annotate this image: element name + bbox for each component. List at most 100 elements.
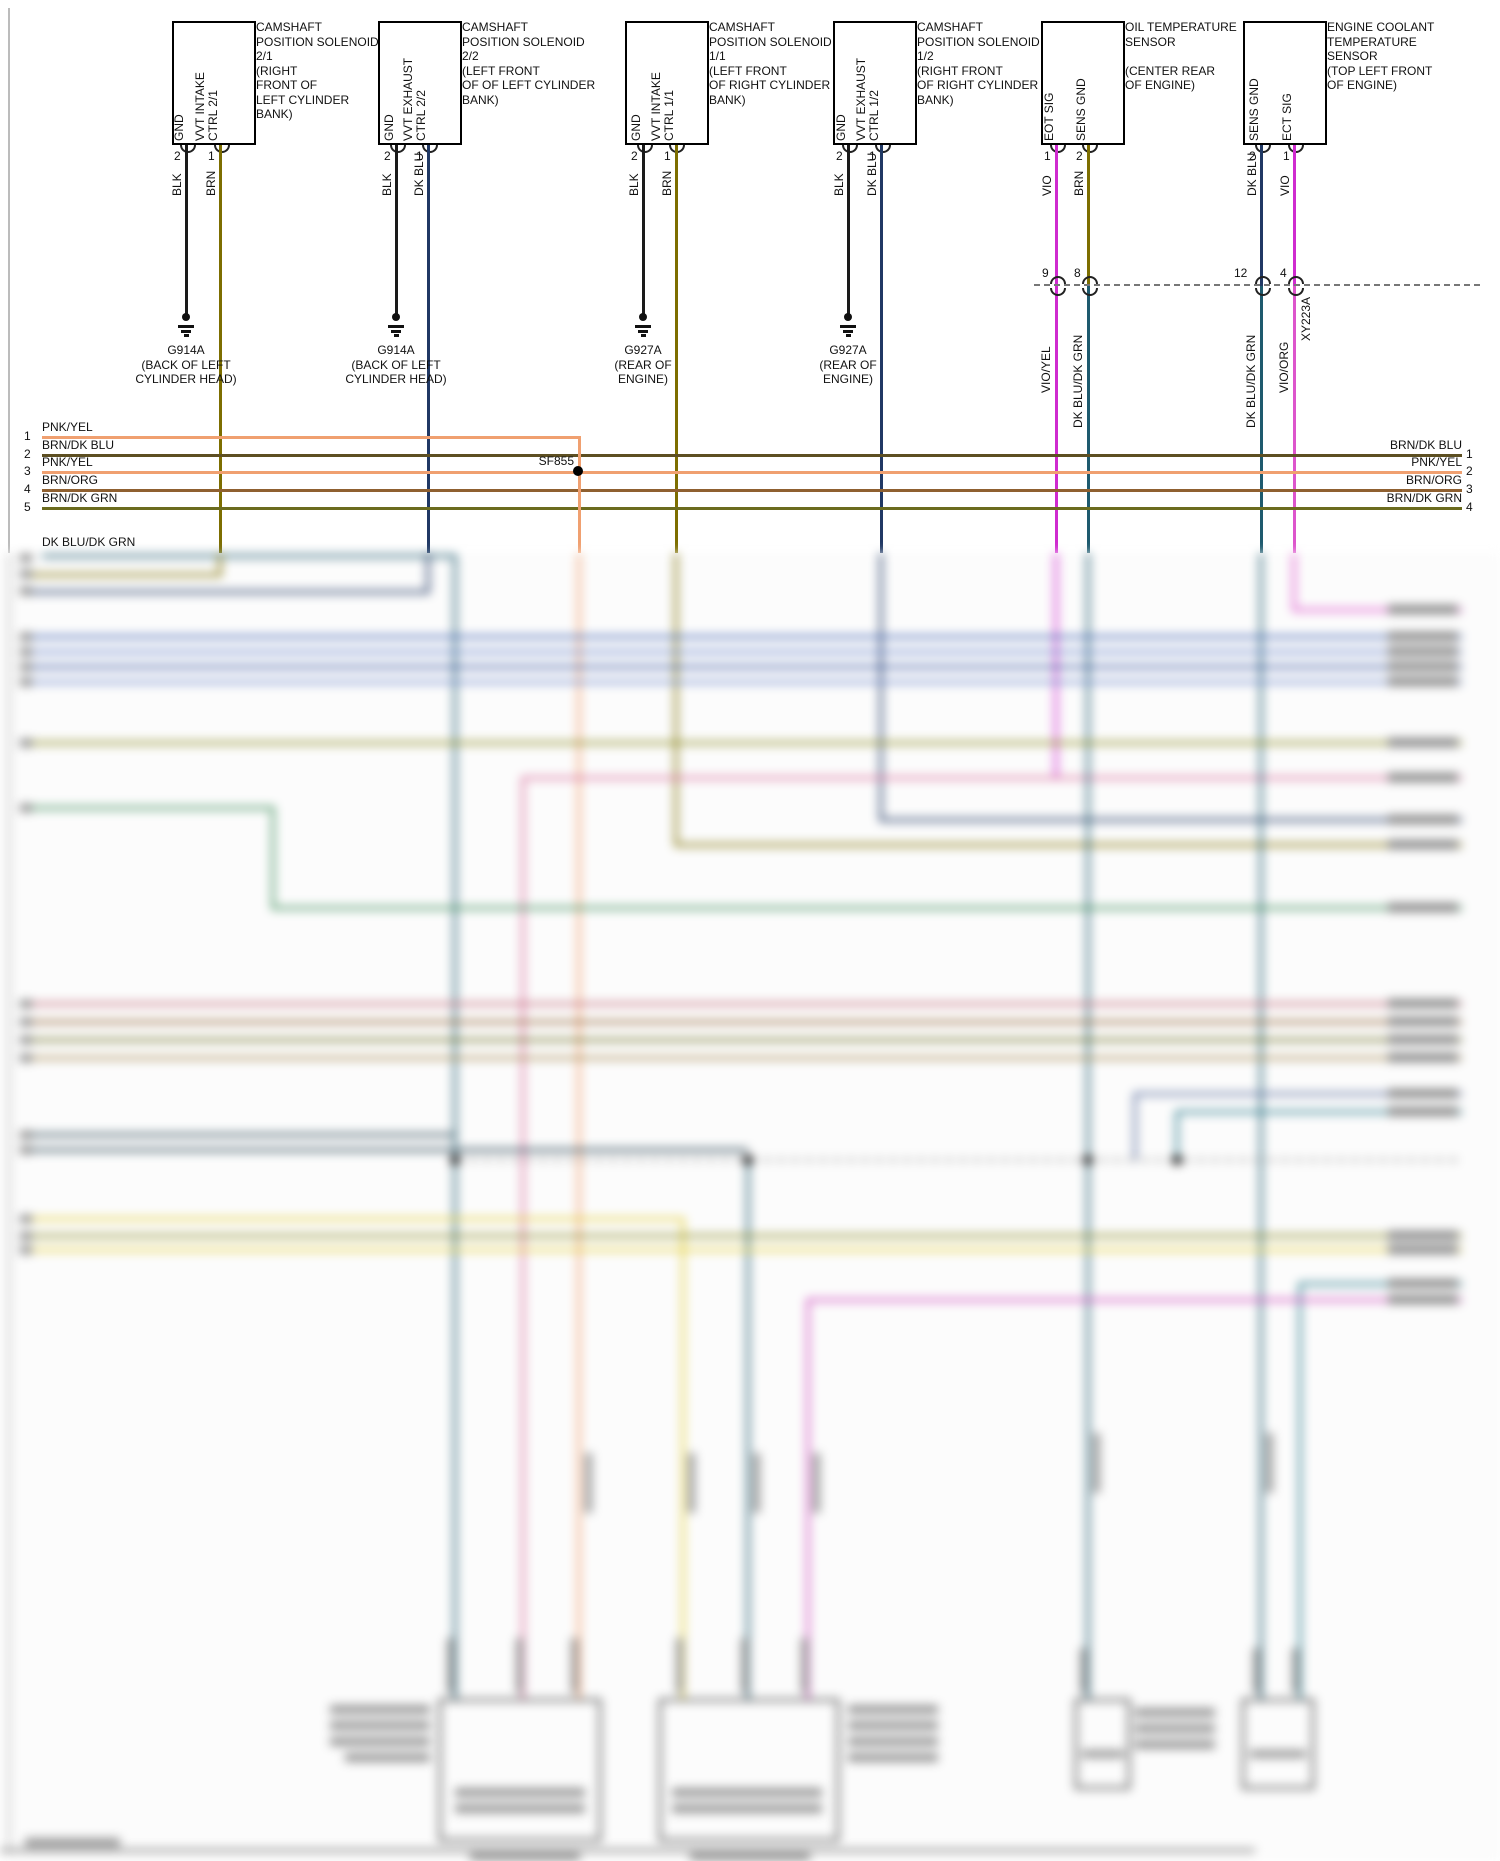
component-camshaft-solenoid-1-1 [625,21,709,145]
pin-label-sens-gnd: SENS GND [1074,78,1088,141]
bus-wire-brn-dk-grn [42,507,1462,510]
wire-number: 1 [1466,447,1473,461]
wire-color-label: BLK [380,173,394,196]
wire-brn [675,145,678,553]
ground-icon [184,334,189,337]
ground-icon [840,325,856,328]
ground-icon [182,313,190,321]
wire-color-label: BLK [627,173,641,196]
wire-color-label: BRN [204,170,218,196]
wire-color-label: DK BLU [412,152,426,196]
wire-label: BRN/ORG [42,473,99,487]
bus-wire-pnk-yel-1 [42,436,580,439]
ground-location: (BACK OF LEFT CYLINDER HEAD) [345,358,447,386]
wire-label: BRN/DK BLU [1389,438,1462,452]
ground-id: G914A [377,343,415,357]
connector-pin-number: 12 [1234,266,1248,280]
pin-number: 1 [869,149,876,163]
component-camshaft-solenoid-1-2 [833,21,917,145]
ground-icon [844,313,852,321]
wire-number: 5 [24,500,31,514]
connector-pin-number: 9 [1042,266,1049,280]
splice-drop-wire [578,436,581,553]
page-edge-line [8,8,10,553]
component-description: OIL TEMPERATURE SENSOR (CENTER REAR OF E… [1125,20,1237,92]
pin-label-vvt-exhaust-ctrl-2-2: VVT EXHAUST CTRL 2/2 [401,57,428,141]
connector-terminal-icon [1050,288,1066,296]
pin-number: 1 [664,149,671,163]
blurred-wires [0,553,1462,1861]
ground-id: G914A [167,343,205,357]
connector-cup-icon [637,145,653,153]
component-engine-coolant-temperature-sensor [1243,21,1327,145]
pin-number: 1 [416,149,423,163]
wire-blk [847,145,850,317]
ground-location: (BACK OF LEFT CYLINDER HEAD) [135,358,237,386]
pin-label-vvt-exhaust-ctrl-1-2: VVT EXHAUST CTRL 1/2 [854,57,881,141]
connector-pin-number: 4 [1280,266,1287,280]
connector-xy223a-line [1034,284,1480,286]
ground-location: (REAR OF ENGINE) [614,358,672,386]
wire-number: 3 [1466,482,1473,496]
pin-label-ect-sig: ECT SIG [1280,93,1294,141]
pin-number: 2 [384,149,391,163]
wire-color-label: BLK [170,173,184,196]
wire-blk [395,145,398,317]
pin-number: 2 [631,149,638,163]
wire-color-label: BLK [832,173,846,196]
ground-icon [843,330,853,333]
component-description: CAMSHAFT POSITION SOLENOID 1/1 (LEFT FRO… [709,20,832,107]
wire-vio [1293,145,1296,286]
wire-color-label: DK BLU [1245,152,1259,196]
component-description: CAMSHAFT POSITION SOLENOID 1/2 (RIGHT FR… [917,20,1040,107]
component-camshaft-solenoid-2-2 [378,21,462,145]
wire-brn [219,145,222,553]
wire-vio-org [1293,286,1296,553]
connector-terminal-icon [1082,288,1098,296]
wire-label: DK BLU/DK GRN [42,535,136,549]
splice-label: SF855 [538,454,574,468]
wire-label: BRN/DK BLU [42,438,115,452]
wire-color-label: VIO [1040,175,1054,196]
bus-wire-brn-dk-blu [42,454,1462,457]
pin-number: 2 [836,149,843,163]
splice-dot [573,466,583,476]
pin-label-vvt-intake-ctrl-2-1: VVT INTAKE CTRL 2/1 [193,72,220,141]
wire-color-label: DK BLU [865,152,879,196]
pin-label-gnd: GND [382,114,396,141]
component-description: CAMSHAFT POSITION SOLENOID 2/1 (RIGHT FR… [256,20,379,121]
pin-number: 2 [174,149,181,163]
pin-label-vvt-intake-ctrl-1-1: VVT INTAKE CTRL 1/1 [649,72,676,141]
connector-terminal-icon [1050,276,1066,284]
ground-icon [641,334,646,337]
ground-icon [181,330,191,333]
wire-blk [185,145,188,317]
ground-icon [394,334,399,337]
wire-dk-blu [427,145,430,553]
wire-color-label: VIO/YEL [1039,346,1053,393]
ground-icon [639,313,647,321]
wire-number: 2 [24,447,31,461]
connector-pin-number: 8 [1074,266,1081,280]
wire-number: 4 [24,482,31,496]
bus-wire-pnk-yel-2 [42,471,1462,474]
component-description: ENGINE COOLANT TEMPERATURE SENSOR (TOP L… [1327,20,1435,92]
pin-label-gnd: GND [834,114,848,141]
wire-number: 4 [1466,500,1473,514]
wire-number: 3 [24,464,31,478]
component-description: CAMSHAFT POSITION SOLENOID 2/2 (LEFT FRO… [462,20,596,107]
wire-label: BRN/DK GRN [1386,491,1462,505]
ground-icon [392,313,400,321]
wire-color-label: DK BLU/DK GRN [1244,334,1258,428]
pin-number: 2 [1249,149,1256,163]
wire-dk-blu [1260,145,1263,286]
ground-location: (REAR OF ENGINE) [819,358,877,386]
connector-cup-icon [180,145,196,153]
connector-cup-icon [214,145,230,153]
wire-color-label: VIO/ORG [1277,341,1291,393]
wire-dk-blu [880,145,883,553]
wire-number: 1 [24,429,31,443]
wire-label: PNK/YEL [42,420,93,434]
pin-number: 2 [1076,149,1083,163]
